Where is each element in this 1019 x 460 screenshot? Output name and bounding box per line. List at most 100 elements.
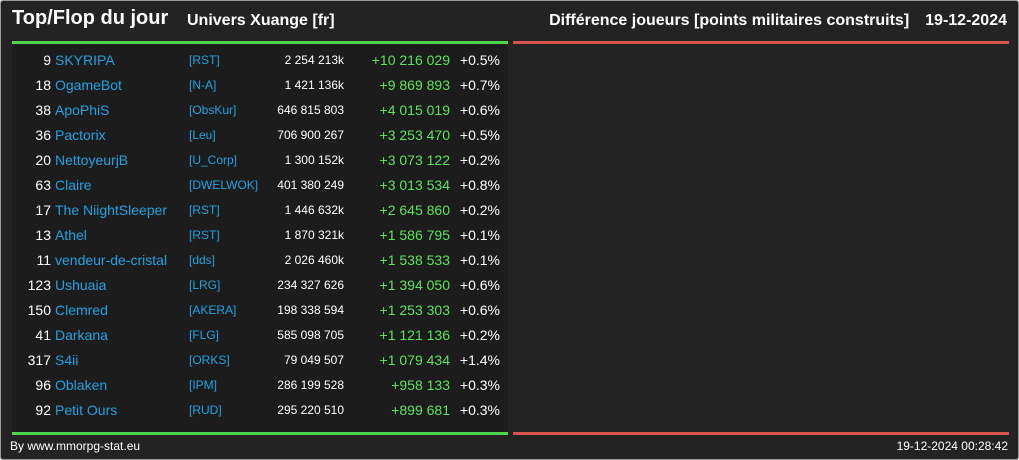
player-row: 150 Clemred [AKERA] 198 338 594 +1 253 303 +0…	[12, 298, 508, 323]
alliance-tag-link[interactable]: [RUD]	[189, 403, 222, 417]
player-name-link[interactable]: ApoPhiS	[55, 102, 110, 118]
alliance-tag-link[interactable]: [ORKS]	[189, 353, 230, 367]
header-date: 19-12-2024	[925, 12, 1007, 29]
top-losers-panel	[513, 45, 1009, 432]
percent-change: +0.3%	[459, 377, 500, 393]
player-rank: 92	[35, 402, 51, 418]
player-name-link[interactable]: Ushuaia	[55, 277, 107, 293]
percent-change: +1.4%	[459, 352, 500, 368]
percent-change: +0.8%	[459, 177, 500, 193]
alliance-tag-link[interactable]: [RST]	[189, 53, 220, 67]
player-points: 79 049 507	[283, 353, 344, 367]
alliance-tag-link[interactable]: [RST]	[189, 203, 220, 217]
player-rank: 41	[35, 327, 51, 343]
player-rank: 36	[35, 127, 51, 143]
alliance-tag-link[interactable]: [LRG]	[189, 278, 221, 292]
player-row: 11 vendeur-de-cristal [dds] 2 026 460k +1 53…	[12, 248, 508, 273]
alliance-tag-link[interactable]: [AKERA]	[189, 303, 237, 317]
player-points: 295 220 510	[277, 403, 344, 417]
points-difference: +10 216 029	[371, 52, 450, 68]
percent-change: +0.7%	[459, 77, 500, 93]
points-difference: +1 394 050	[379, 277, 450, 293]
player-name-link[interactable]: vendeur-de-cristal	[55, 252, 168, 268]
player-rank: 18	[35, 77, 51, 93]
player-points: 198 338 594	[277, 303, 344, 317]
points-difference: +3 013 534	[379, 177, 450, 193]
player-rank: 9	[43, 52, 51, 68]
alliance-tag-link[interactable]: [RST]	[189, 228, 220, 242]
player-rank: 13	[35, 227, 51, 243]
player-name-link[interactable]: Pactorix	[55, 127, 106, 143]
player-row: 17 The NiightSleeper [RST] 1 446 632k +2 645…	[12, 198, 508, 223]
player-points: 2 026 460k	[284, 253, 344, 267]
player-name-link[interactable]: SKYRIPA	[55, 52, 115, 68]
footer-timestamp: 19-12-2024 00:28:42	[896, 439, 1008, 453]
player-name-link[interactable]: Darkana	[55, 327, 108, 343]
alliance-tag-link[interactable]: [Leu]	[189, 128, 216, 142]
percent-change: +0.5%	[459, 127, 500, 143]
player-rank: 17	[35, 202, 51, 218]
player-points: 1 421 136k	[284, 78, 344, 92]
points-difference: +1 121 136	[379, 327, 450, 343]
gain-divider-top	[12, 41, 508, 44]
loss-divider-top	[513, 41, 1009, 44]
footer-credit[interactable]: By www.mmorpg-stat.eu	[10, 439, 141, 453]
percent-change: +0.1%	[459, 252, 500, 268]
points-difference: +1 538 533	[379, 252, 450, 268]
points-difference: +958 133	[391, 377, 450, 393]
percent-change: +0.5%	[459, 52, 500, 68]
player-row: 123 Ushuaia [LRG] 234 327 626 +1 394 050 +0.6…	[12, 273, 508, 298]
alliance-tag-link[interactable]: [DWELWOK]	[189, 178, 259, 192]
player-rank: 63	[35, 177, 51, 193]
player-name-link[interactable]: Petit Ours	[55, 402, 118, 418]
player-points: 585 098 705	[277, 328, 344, 342]
player-points: 646 815 803	[277, 103, 344, 117]
points-difference: +1 079 434	[379, 352, 450, 368]
points-difference: +1 586 795	[379, 227, 450, 243]
player-name-link[interactable]: OgameBot	[55, 77, 122, 93]
percent-change: +0.1%	[459, 227, 500, 243]
alliance-tag-link[interactable]: [U_Corp]	[189, 153, 238, 167]
alliance-tag-link[interactable]: [dds]	[189, 253, 216, 267]
player-name-link[interactable]: Oblaken	[55, 377, 108, 393]
player-rank: 150	[27, 302, 51, 318]
player-points: 286 199 528	[277, 378, 344, 392]
player-name-link[interactable]: NettoyeurjB	[55, 152, 129, 168]
percent-change: +0.3%	[459, 402, 500, 418]
player-rank: 96	[35, 377, 51, 393]
points-difference: +3 073 122	[379, 152, 450, 168]
header-right: Différence joueurs [points militaires co…	[549, 12, 1007, 30]
points-difference: +2 645 860	[379, 202, 450, 218]
percent-change: +0.2%	[459, 202, 500, 218]
top-gainers-panel: 9 SKYRIPA [RST] 2 254 213k +10 216 029 +0.5% 1…	[12, 45, 508, 432]
player-points: 1 300 152k	[284, 153, 344, 167]
player-name-link[interactable]: Claire	[55, 177, 92, 193]
percent-change: +0.6%	[459, 277, 500, 293]
points-difference: +899 681	[391, 402, 450, 418]
player-rank: 317	[27, 352, 51, 368]
universe-label: Univers Xuange [fr]	[187, 12, 335, 29]
player-row: 96 Oblaken [IPM] 286 199 528 +958 133 +0.3%	[12, 373, 508, 398]
player-points: 1 446 632k	[284, 203, 344, 217]
alliance-tag-link[interactable]: [N-A]	[189, 78, 217, 92]
percent-change: +0.6%	[459, 302, 500, 318]
alliance-tag-link[interactable]: [IPM]	[189, 378, 218, 392]
player-row: 63 Claire [DWELWOK] 401 380 249 +3 013 534 +0…	[12, 173, 508, 198]
player-points: 401 380 249	[277, 178, 344, 192]
loss-divider-bottom	[513, 432, 1009, 435]
percent-change: +0.6%	[459, 102, 500, 118]
alliance-tag-link[interactable]: [FLG]	[189, 328, 220, 342]
player-name-link[interactable]: S4ii	[55, 352, 79, 368]
player-row: 13 Athel [RST] 1 870 321k +1 586 795 +0.1%	[12, 223, 508, 248]
points-difference: +9 869 893	[379, 77, 450, 93]
player-points: 706 900 267	[277, 128, 344, 142]
player-name-link[interactable]: Athel	[55, 227, 87, 243]
player-rank: 38	[35, 102, 51, 118]
alliance-tag-link[interactable]: [ObsKur]	[189, 103, 237, 117]
player-name-link[interactable]: Clemred	[55, 302, 108, 318]
player-points: 234 327 626	[277, 278, 344, 292]
player-row: 92 Petit Ours [RUD] 295 220 510 +899 681 +0.3…	[12, 398, 508, 423]
player-row: 20 NettoyeurjB [U_Corp] 1 300 152k +3 073 12…	[12, 148, 508, 173]
player-name-link[interactable]: The NiightSleeper	[55, 202, 168, 218]
